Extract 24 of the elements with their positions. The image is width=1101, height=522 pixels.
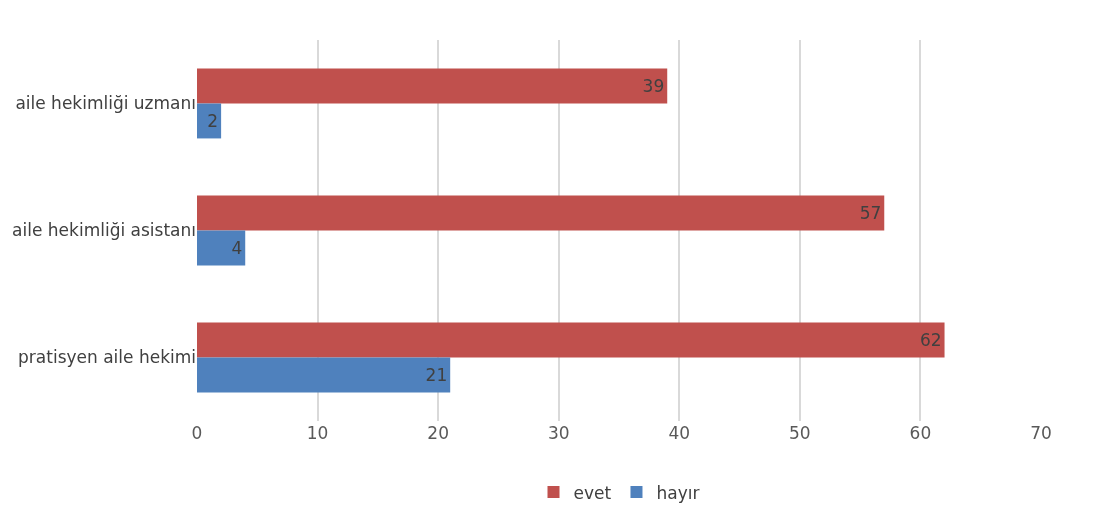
bar	[197, 195, 885, 231]
x-tick-label: 0	[191, 423, 203, 443]
x-tick-label: 40	[668, 423, 691, 443]
x-tick-label: 30	[547, 423, 570, 443]
bar	[197, 68, 668, 104]
y-tick-label: aile hekimliği uzmanı	[15, 93, 196, 114]
data-label: 62	[919, 330, 942, 351]
legend-label: evet	[573, 482, 612, 503]
x-tick-label: 60	[909, 423, 932, 443]
x-tick-label: 20	[427, 423, 449, 443]
y-tick-label: aile hekimliği asistanı	[12, 220, 196, 241]
data-label: 21	[425, 364, 448, 385]
data-label: 4	[231, 237, 243, 258]
x-tick-label: 10	[306, 423, 329, 443]
y-tick-label: pratisyen aile hekimi	[18, 347, 196, 368]
data-label: 2	[207, 110, 219, 131]
x-tick-label: 50	[789, 423, 811, 443]
data-label: 39	[642, 76, 665, 97]
bar	[197, 357, 451, 393]
x-tick-label: 70	[1030, 423, 1052, 443]
bar	[197, 230, 246, 266]
data-label: 57	[859, 203, 882, 224]
legend-label: hayır	[656, 482, 700, 503]
bar	[197, 322, 945, 358]
